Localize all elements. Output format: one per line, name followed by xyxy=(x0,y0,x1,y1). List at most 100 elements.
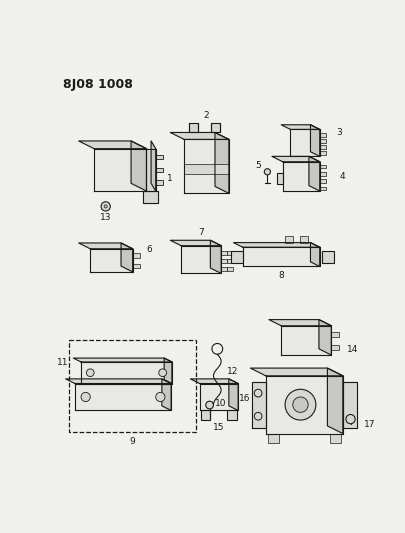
Polygon shape xyxy=(210,240,221,273)
Bar xyxy=(330,332,338,337)
Bar xyxy=(267,433,278,443)
Circle shape xyxy=(345,415,354,424)
Polygon shape xyxy=(228,379,237,410)
Bar xyxy=(330,345,338,350)
Polygon shape xyxy=(81,362,171,384)
Polygon shape xyxy=(215,133,228,193)
Polygon shape xyxy=(162,379,171,410)
Polygon shape xyxy=(318,320,330,355)
Text: 15: 15 xyxy=(213,423,224,432)
Polygon shape xyxy=(90,249,132,272)
Circle shape xyxy=(292,397,307,413)
Polygon shape xyxy=(79,243,132,249)
Circle shape xyxy=(104,205,107,208)
Polygon shape xyxy=(170,133,228,140)
Text: 10: 10 xyxy=(214,399,226,408)
Text: 6: 6 xyxy=(146,245,152,254)
Circle shape xyxy=(156,392,164,401)
Text: 12: 12 xyxy=(226,367,238,376)
Polygon shape xyxy=(326,368,342,433)
Text: 7: 7 xyxy=(198,228,204,237)
Bar xyxy=(227,268,232,271)
Bar xyxy=(200,410,210,419)
Polygon shape xyxy=(242,247,319,266)
Bar xyxy=(319,145,325,149)
Text: 16: 16 xyxy=(238,394,249,403)
Circle shape xyxy=(158,369,166,377)
Circle shape xyxy=(81,392,90,401)
Bar xyxy=(221,259,226,263)
Polygon shape xyxy=(94,149,146,191)
Circle shape xyxy=(264,168,270,175)
Bar xyxy=(230,251,242,263)
Circle shape xyxy=(86,369,94,377)
Polygon shape xyxy=(199,384,237,410)
Text: 8J08 1008: 8J08 1008 xyxy=(63,78,133,91)
Bar xyxy=(132,264,140,269)
Circle shape xyxy=(284,389,315,420)
Text: 17: 17 xyxy=(363,421,375,430)
Bar xyxy=(319,165,325,168)
Text: 8: 8 xyxy=(278,271,284,280)
Polygon shape xyxy=(233,243,319,247)
Bar xyxy=(184,164,228,174)
Text: 2: 2 xyxy=(203,111,209,120)
Polygon shape xyxy=(146,149,156,191)
Bar xyxy=(300,237,307,243)
Polygon shape xyxy=(310,125,319,156)
Bar xyxy=(319,151,325,155)
Polygon shape xyxy=(181,246,221,273)
Bar xyxy=(321,251,333,263)
Text: 13: 13 xyxy=(100,213,111,222)
Polygon shape xyxy=(271,156,319,161)
Circle shape xyxy=(101,202,110,211)
Text: 4: 4 xyxy=(339,172,345,181)
Polygon shape xyxy=(190,379,237,384)
Polygon shape xyxy=(131,141,146,191)
Bar xyxy=(319,187,325,190)
Polygon shape xyxy=(252,382,265,428)
Bar xyxy=(132,253,140,257)
Bar xyxy=(156,167,163,172)
Polygon shape xyxy=(268,320,330,326)
Bar xyxy=(227,259,232,263)
Text: 5: 5 xyxy=(255,161,260,170)
Bar xyxy=(188,123,197,133)
Polygon shape xyxy=(282,161,319,191)
Polygon shape xyxy=(151,141,156,191)
Text: 14: 14 xyxy=(346,345,358,354)
Bar xyxy=(227,251,232,255)
Polygon shape xyxy=(73,358,171,362)
Bar xyxy=(156,155,163,159)
Polygon shape xyxy=(79,141,146,149)
Text: 3: 3 xyxy=(335,128,341,137)
Text: 9: 9 xyxy=(129,437,135,446)
Polygon shape xyxy=(184,140,228,193)
Polygon shape xyxy=(142,191,158,203)
Bar xyxy=(284,237,292,243)
Polygon shape xyxy=(308,156,319,191)
Bar xyxy=(227,410,236,419)
Text: 1: 1 xyxy=(166,174,172,183)
Polygon shape xyxy=(75,384,171,410)
Bar xyxy=(221,251,226,255)
Polygon shape xyxy=(66,379,171,384)
Polygon shape xyxy=(310,243,319,266)
Polygon shape xyxy=(265,376,342,433)
Polygon shape xyxy=(281,125,319,130)
Bar xyxy=(329,433,340,443)
Polygon shape xyxy=(170,240,221,246)
Bar xyxy=(276,173,282,184)
Bar xyxy=(319,179,325,183)
Polygon shape xyxy=(121,243,132,272)
Polygon shape xyxy=(290,130,319,156)
Text: 11: 11 xyxy=(57,358,68,367)
Polygon shape xyxy=(342,382,356,428)
Polygon shape xyxy=(281,326,330,355)
Bar xyxy=(210,123,220,133)
Polygon shape xyxy=(164,358,171,384)
Circle shape xyxy=(205,401,213,409)
Polygon shape xyxy=(250,368,342,376)
Bar xyxy=(156,180,163,185)
Bar xyxy=(319,172,325,176)
